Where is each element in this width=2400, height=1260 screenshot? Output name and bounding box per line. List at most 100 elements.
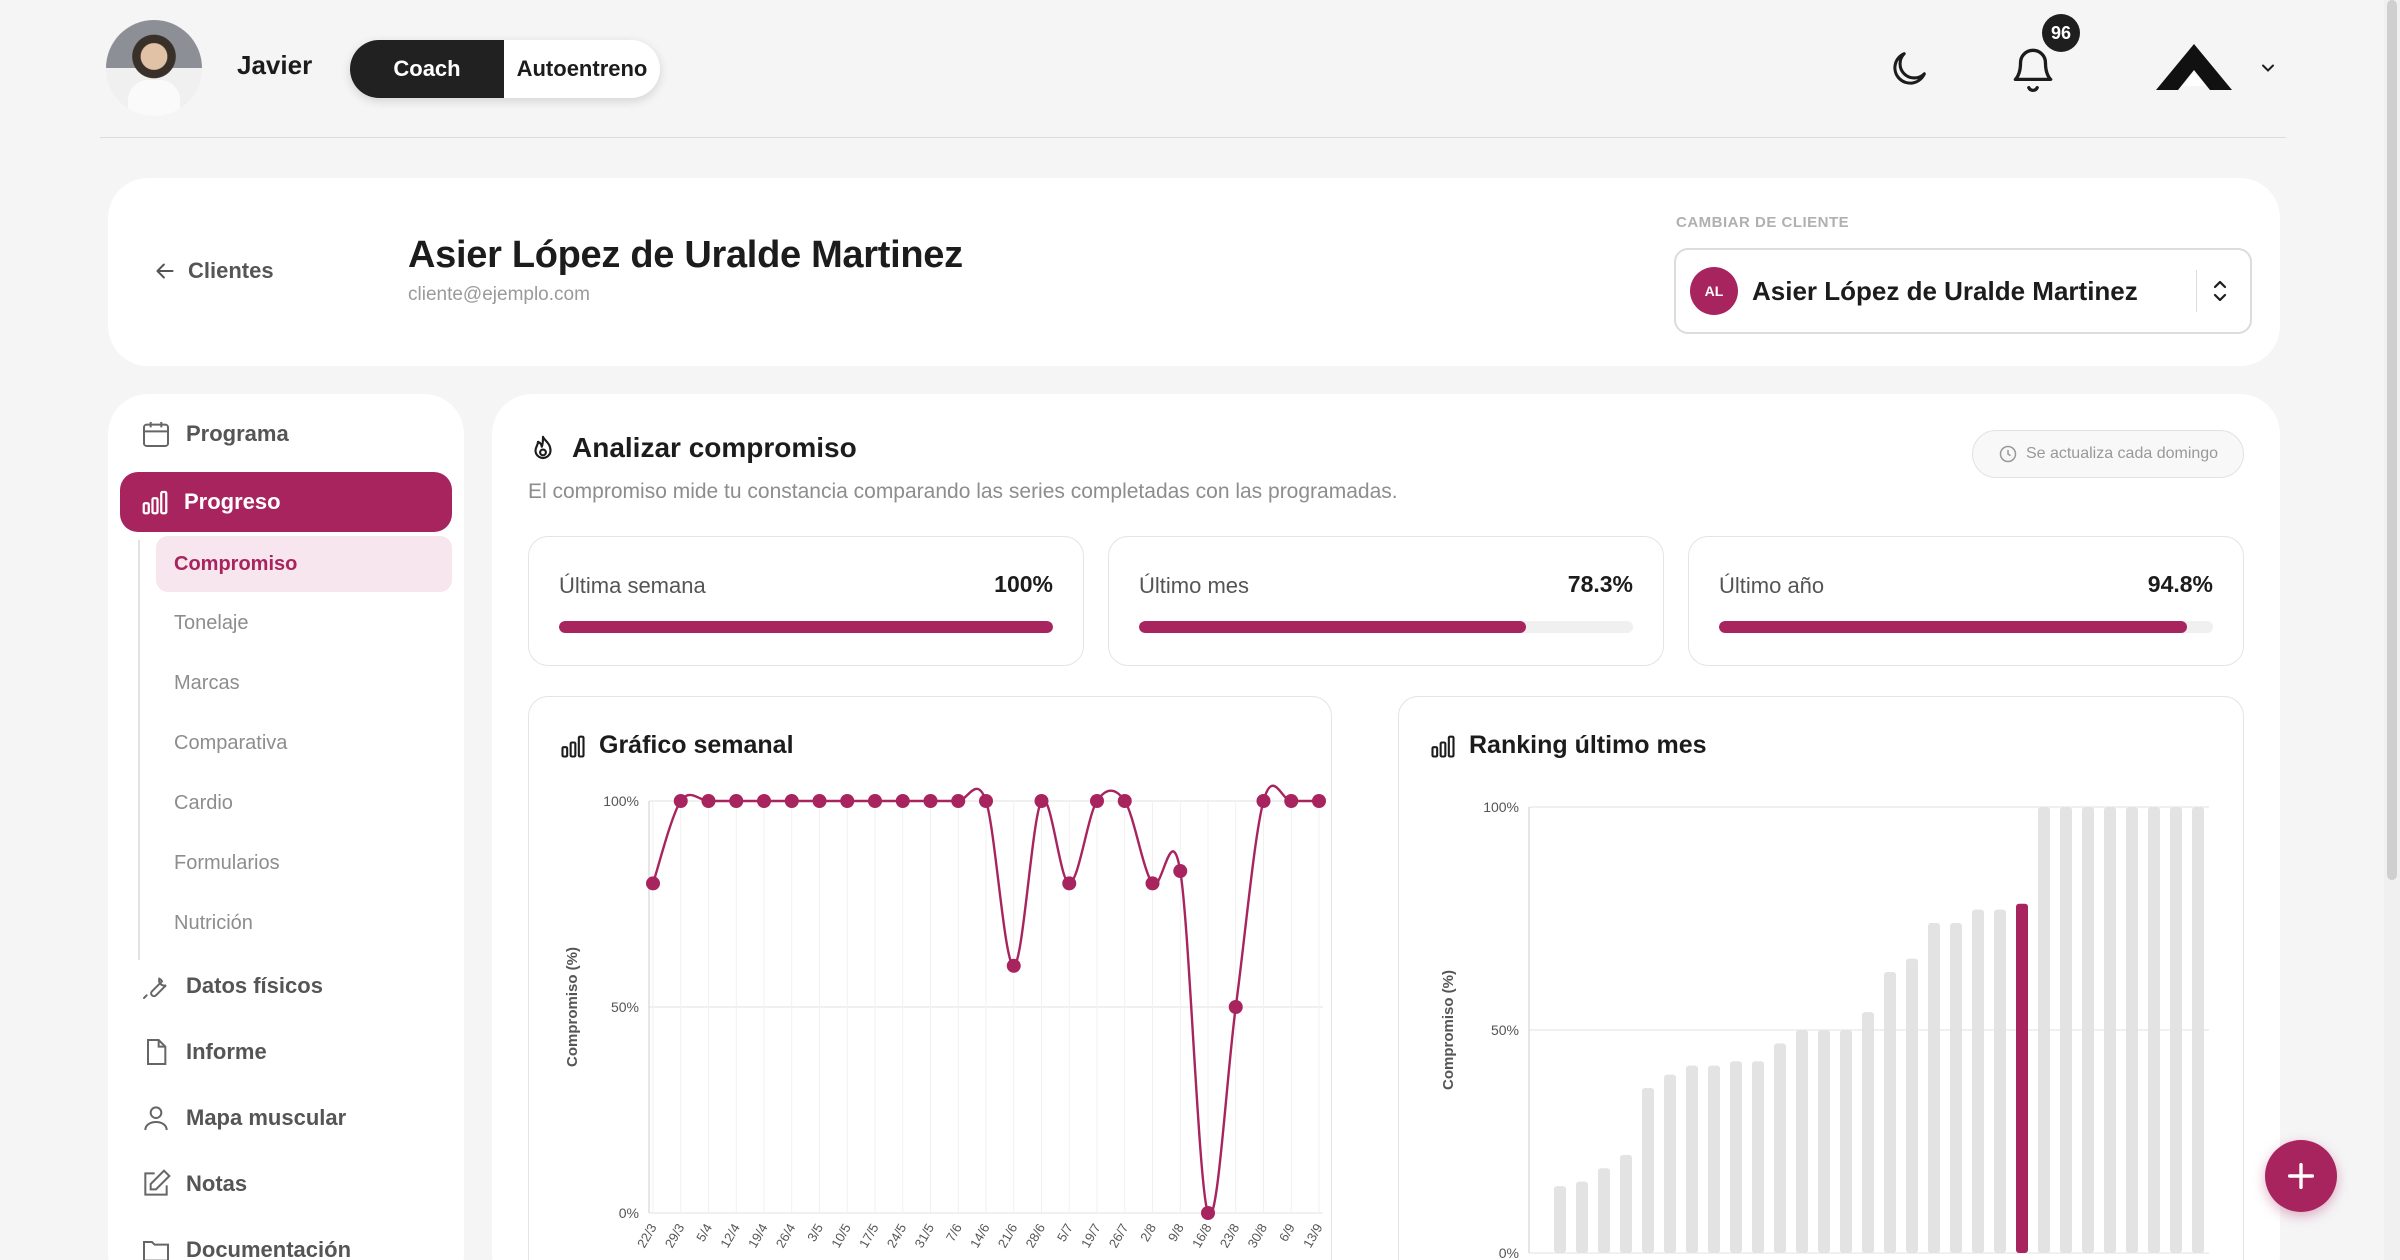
sub-cardio[interactable]: Cardio: [174, 792, 233, 814]
coach-name: Javier: [237, 50, 313, 80]
ranking-bar: [1928, 922, 1940, 1253]
sub-nutricion[interactable]: Nutrición: [174, 912, 253, 934]
weekly-chart-title: Gráfico semanal: [559, 731, 794, 760]
sub-formularios[interactable]: Formularios: [174, 852, 280, 874]
x-tick-label: 5/7: [1054, 1221, 1076, 1244]
data-point: [868, 794, 882, 808]
chevron-down-icon[interactable]: [2258, 58, 2278, 78]
flame-icon: [534, 435, 552, 459]
ranking-bar: [1950, 922, 1962, 1253]
back-to-clients-link[interactable]: Clientes: [152, 258, 274, 284]
y-tick-label: 100%: [1483, 799, 1519, 815]
brand-logo[interactable]: [2156, 44, 2232, 90]
data-point: [840, 794, 855, 808]
select-chevrons-icon[interactable]: [2196, 270, 2242, 312]
x-tick-label: 9/8: [1165, 1221, 1187, 1244]
data-point: [784, 794, 799, 808]
section-description: El compromiso mide tu constancia compara…: [528, 480, 1398, 503]
y-tick-label: 0%: [619, 1205, 639, 1221]
folder-icon: [143, 1241, 169, 1260]
x-tick-label: 26/7: [1106, 1221, 1132, 1250]
ranking-bar: [1620, 1154, 1632, 1253]
bar-chart-icon: [561, 735, 585, 758]
ranking-bar: [1884, 972, 1896, 1253]
client-name-title: Asier López de Uralde Martinez: [408, 234, 963, 276]
mode-autoentreno-button[interactable]: Autoentreno: [516, 56, 648, 81]
coach-avatar[interactable]: [106, 20, 202, 116]
sub-tonelaje[interactable]: Tonelaje: [174, 612, 249, 634]
x-tick-label: 19/4: [745, 1221, 771, 1250]
stat-year-bar: [1719, 621, 2188, 633]
weekly-line-chart: 100%50%0%Compromiso (%)22/3 29/3 5/4 12/4 19…: [564, 784, 1326, 1250]
x-tick-label: 16/8: [1189, 1221, 1215, 1250]
y-tick-label: 100%: [603, 793, 639, 809]
sidebar: Programa Progreso Compromiso Tonelaje Ma…: [108, 394, 464, 1260]
nav-programa[interactable]: Programa: [140, 414, 289, 454]
ranking-bar: [1796, 1030, 1808, 1253]
mode-toggle[interactable]: Coach Autoentreno: [350, 40, 660, 98]
x-tick-label: 12/4: [717, 1221, 743, 1250]
nav-datos-fisicos[interactable]: Datos físicos: [140, 966, 323, 1006]
stat-month-bar: [1139, 621, 1526, 633]
update-note-badge: Se actualiza cada domingo: [1972, 430, 2244, 478]
nav-notas-label: Notas: [186, 1171, 248, 1196]
add-fab-button[interactable]: [2265, 1140, 2337, 1212]
client-header-card: Clientes Asier López de Uralde Martinez …: [108, 178, 2280, 366]
x-tick-label: 5/4: [693, 1221, 715, 1244]
stat-month-track: [1139, 621, 1633, 633]
sub-compromiso[interactable]: Compromiso: [156, 536, 452, 592]
stat-year-track: [1719, 621, 2213, 633]
data-point: [951, 794, 966, 808]
ranking-bar: [1840, 1030, 1852, 1253]
ranking-chart-card: Ranking último mes 100% 50% 0% Compromiso (…: [1398, 696, 2244, 1260]
ranking-bar: [2148, 807, 2160, 1253]
data-point: [1117, 794, 1132, 808]
section-title-text: Analizar compromiso: [572, 432, 857, 463]
nav-programa-label: Programa: [186, 421, 289, 446]
nav-notas[interactable]: Notas: [140, 1164, 247, 1204]
calendar-icon: [143, 422, 169, 447]
client-email: cliente@ejemplo.com: [408, 284, 590, 305]
nav-progreso[interactable]: Progreso: [120, 472, 452, 532]
stat-card-year: Último año 94.8%: [1688, 536, 2244, 666]
data-point: [1006, 958, 1021, 973]
data-point: [1228, 1000, 1243, 1014]
client-select[interactable]: AL Asier López de Uralde Martinez: [1674, 248, 2252, 334]
weekly-chart-card: Gráfico semanal 100% 50% 0% Compromiso (%) 2…: [528, 696, 1332, 1260]
x-tick-label: 28/6: [1022, 1221, 1048, 1250]
data-point: [701, 794, 716, 808]
wrench-icon: [143, 977, 167, 999]
stat-year-value: 94.8%: [2147, 571, 2213, 597]
x-tick-label: 13/9: [1300, 1221, 1326, 1250]
switch-client-label: CAMBIAR DE CLIENTE: [1676, 214, 1850, 231]
ranking-bar: [1598, 1168, 1610, 1253]
data-point: [1256, 794, 1271, 808]
data-point: [1284, 794, 1299, 808]
data-point: [757, 794, 771, 808]
nav-progreso-label: Progreso: [184, 489, 281, 514]
sub-comparativa[interactable]: Comparativa: [174, 732, 288, 754]
nav-mapa-muscular[interactable]: Mapa muscular: [140, 1098, 346, 1138]
ranking-bar: [1818, 1030, 1830, 1253]
mode-coach-button[interactable]: Coach: [350, 40, 504, 98]
moon-icon[interactable]: [1886, 46, 1932, 92]
x-tick-label: 21/6: [995, 1221, 1021, 1250]
nav-informe[interactable]: Informe: [140, 1032, 267, 1072]
x-tick-label: 22/3: [634, 1221, 660, 1250]
data-point: [1145, 876, 1160, 891]
sub-marcas[interactable]: Marcas: [174, 672, 240, 694]
data-point: [1312, 794, 1326, 808]
page-scrollbar[interactable]: [2384, 0, 2400, 1260]
stat-card-month: Último mes 78.3%: [1108, 536, 1664, 666]
main-content-card: Analizar compromiso El compromiso mide t…: [492, 394, 2280, 1260]
data-point: [729, 794, 744, 808]
bell-icon[interactable]: [2008, 42, 2058, 96]
x-tick-label: 24/5: [884, 1221, 910, 1250]
x-tick-label: 31/5: [911, 1221, 937, 1250]
scrollbar-thumb[interactable]: [2387, 0, 2397, 880]
clock-icon: [1999, 445, 2017, 463]
nav-documentacion[interactable]: Documentación: [140, 1230, 351, 1260]
ranking-bar: [1730, 1061, 1742, 1253]
ranking-bar: [2060, 807, 2072, 1253]
weekly-chart-title-text: Gráfico semanal: [599, 731, 794, 759]
